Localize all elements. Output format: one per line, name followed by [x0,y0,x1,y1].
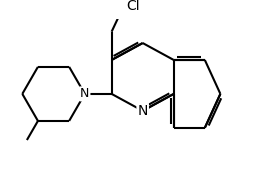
Text: N: N [80,87,89,100]
Text: N: N [138,104,148,118]
Text: Cl: Cl [127,0,140,13]
